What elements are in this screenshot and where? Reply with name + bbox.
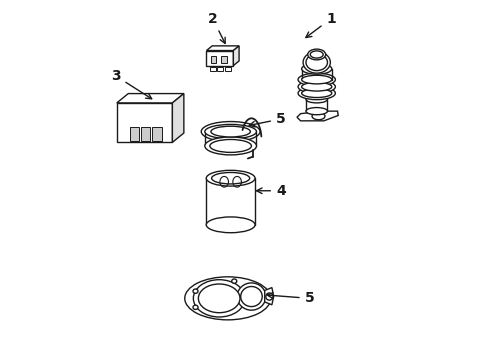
Ellipse shape bbox=[306, 54, 327, 71]
Polygon shape bbox=[265, 288, 274, 305]
Polygon shape bbox=[117, 94, 184, 103]
Ellipse shape bbox=[312, 113, 325, 120]
Text: 5: 5 bbox=[267, 291, 315, 305]
Ellipse shape bbox=[198, 284, 240, 313]
Ellipse shape bbox=[241, 287, 262, 307]
Ellipse shape bbox=[193, 289, 198, 293]
Text: 4: 4 bbox=[256, 184, 286, 198]
Ellipse shape bbox=[201, 122, 260, 141]
Text: 2: 2 bbox=[208, 12, 225, 44]
Ellipse shape bbox=[306, 108, 327, 115]
Polygon shape bbox=[172, 94, 184, 142]
Ellipse shape bbox=[310, 51, 323, 58]
Text: 5: 5 bbox=[249, 112, 286, 127]
Polygon shape bbox=[206, 46, 239, 50]
Bar bbox=[221, 55, 227, 63]
Ellipse shape bbox=[308, 49, 326, 60]
Text: 1: 1 bbox=[306, 12, 336, 37]
Ellipse shape bbox=[206, 217, 255, 233]
Ellipse shape bbox=[302, 82, 332, 91]
Ellipse shape bbox=[205, 137, 256, 155]
Ellipse shape bbox=[302, 89, 332, 98]
Bar bbox=[225, 67, 231, 71]
Ellipse shape bbox=[266, 293, 273, 300]
Ellipse shape bbox=[303, 51, 330, 73]
Ellipse shape bbox=[211, 126, 250, 137]
Ellipse shape bbox=[306, 96, 327, 103]
Ellipse shape bbox=[298, 73, 335, 86]
Bar bbox=[141, 127, 150, 140]
Ellipse shape bbox=[232, 279, 237, 283]
Ellipse shape bbox=[237, 283, 266, 310]
Ellipse shape bbox=[194, 280, 245, 317]
Bar bbox=[217, 67, 223, 71]
Bar bbox=[210, 67, 216, 71]
Ellipse shape bbox=[205, 125, 256, 139]
Ellipse shape bbox=[206, 170, 255, 186]
Ellipse shape bbox=[302, 75, 332, 84]
Ellipse shape bbox=[193, 305, 198, 310]
Text: 3: 3 bbox=[111, 69, 152, 99]
Bar bbox=[117, 103, 172, 142]
Bar bbox=[152, 127, 162, 140]
Ellipse shape bbox=[212, 172, 250, 184]
Bar bbox=[206, 50, 233, 66]
Ellipse shape bbox=[302, 63, 332, 74]
Ellipse shape bbox=[185, 277, 271, 320]
Polygon shape bbox=[233, 46, 239, 66]
Ellipse shape bbox=[298, 87, 335, 100]
Ellipse shape bbox=[298, 80, 335, 93]
Ellipse shape bbox=[210, 139, 251, 152]
Bar bbox=[129, 127, 139, 140]
Bar bbox=[211, 55, 216, 63]
Polygon shape bbox=[297, 111, 338, 121]
